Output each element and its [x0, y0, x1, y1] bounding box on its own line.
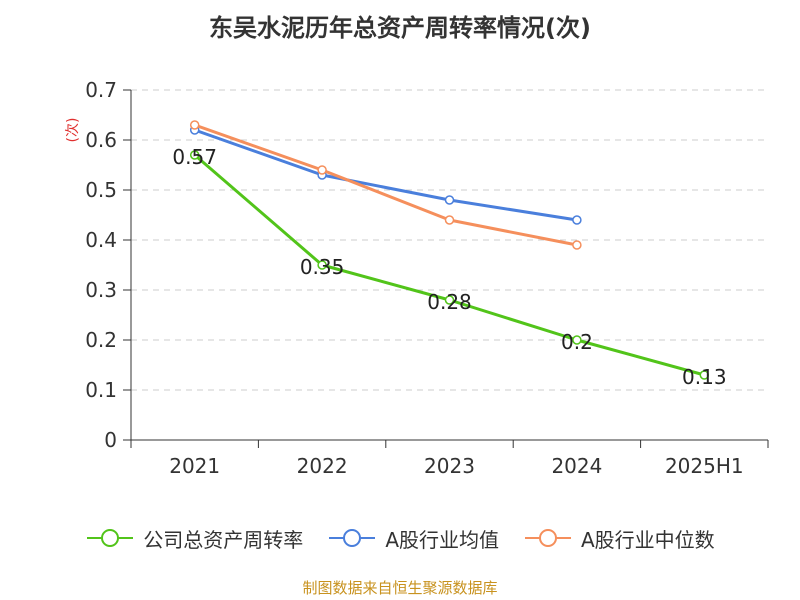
- y-tick-label: 0.2: [85, 328, 117, 352]
- data-point: [317, 260, 327, 270]
- y-tick-label: 0: [104, 428, 117, 452]
- data-labels: 0.57 0.35 0.28 0.2 0.13: [172, 145, 726, 389]
- data-point: [572, 240, 582, 250]
- series-line: [193, 153, 705, 377]
- y-tick-label: 0.5: [85, 178, 117, 202]
- y-tick-label: 0.3: [85, 278, 117, 302]
- legend-item[interactable]: 公司总资产周转率: [85, 524, 303, 553]
- series-lines: [189, 120, 710, 380]
- data-point: [189, 120, 200, 130]
- data-point: [444, 195, 455, 205]
- data-label: 0.28: [427, 290, 472, 314]
- legend-label: A股行业均值: [385, 527, 499, 552]
- legend-label: 公司总资产周转率: [143, 527, 304, 552]
- series-line: [194, 128, 578, 222]
- legend-item[interactable]: A股行业均值: [327, 524, 499, 553]
- data-point: [189, 150, 200, 160]
- legend-swatch: [329, 529, 376, 547]
- x-tick-label: 2022: [297, 454, 348, 478]
- data-label: 0.2: [561, 330, 593, 354]
- x-tick-label: 2023: [424, 454, 475, 478]
- x-tick-label: 2024: [551, 454, 602, 478]
- grid-lines: [131, 89, 768, 391]
- series-industry-median: [189, 120, 582, 250]
- y-tick-label: 0.4: [85, 228, 117, 252]
- legend-swatch-marker: [101, 529, 120, 547]
- legend-swatch-marker: [343, 529, 362, 547]
- legend-item[interactable]: A股行业中位数: [523, 524, 715, 553]
- y-axis-label: (次): [65, 118, 81, 143]
- legend-swatch: [87, 529, 134, 547]
- data-point: [317, 165, 327, 175]
- series-company: [189, 150, 710, 380]
- legend-swatch: [525, 529, 571, 547]
- data-point: [444, 215, 455, 225]
- axes: 0 0.1 0.2 0.3 0.4 0.5 0.6 0.7 2021 2022 2023 2024 20…: [85, 78, 769, 478]
- chart-title: 东吴水泥历年总资产周转率情况(次): [209, 14, 591, 42]
- x-tick-label: 2021: [169, 454, 220, 478]
- data-label: 0.35: [300, 255, 345, 279]
- data-point: [572, 215, 582, 225]
- y-tick-label: 0.1: [85, 378, 117, 402]
- legend-label: A股行业中位数: [581, 527, 715, 552]
- data-label: 0.13: [682, 365, 727, 389]
- line-chart: 0 0.1 0.2 0.3 0.4 0.5 0.6 0.7 2021 2022 2023 2024 20…: [65, 78, 769, 478]
- data-label: 0.57: [172, 145, 217, 169]
- series-industry-mean: [189, 125, 582, 225]
- data-point: [699, 370, 710, 380]
- legend: 公司总资产周转率 A股行业均值 A股行业中位数: [0, 520, 800, 556]
- data-point: [444, 295, 455, 305]
- source-note: 制图数据来自恒生聚源数据库: [302, 579, 498, 597]
- y-tick-label: 0.7: [85, 78, 117, 102]
- legend-swatch-marker: [539, 529, 557, 547]
- series-line: [194, 123, 578, 247]
- x-tick-label: 2025H1: [665, 454, 744, 478]
- y-tick-label: 0.6: [85, 128, 117, 152]
- data-point: [572, 335, 582, 345]
